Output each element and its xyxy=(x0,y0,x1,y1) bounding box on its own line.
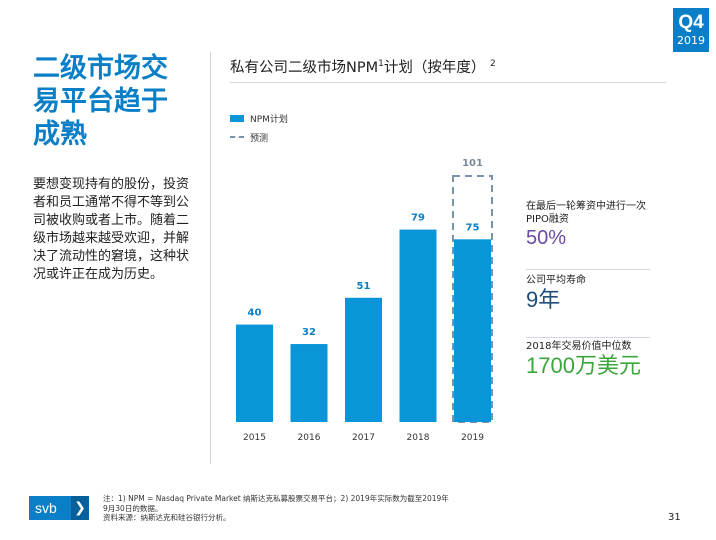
year-label: 2019 xyxy=(677,34,705,47)
x-tick-label: 2017 xyxy=(352,433,375,443)
bar-value-label: 75 xyxy=(466,222,480,233)
legend-label-forecast: 预测 xyxy=(250,133,269,144)
stat-value: 50% xyxy=(526,227,567,249)
legend-swatch-forecast xyxy=(230,136,244,138)
bar-value-label: 51 xyxy=(357,281,371,292)
chevron-right-icon: ❯ xyxy=(71,496,89,520)
bar-2015 xyxy=(236,324,273,422)
chart-title-sup2: 2 xyxy=(489,59,496,70)
stat-item: 公司平均寿命 9年 xyxy=(526,274,650,338)
bar-value-label: 32 xyxy=(302,327,316,338)
x-tick-label: 2015 xyxy=(243,433,266,443)
chart-title-suffix: 计划（按年度） xyxy=(383,60,486,76)
svb-logo: svb ❯ xyxy=(29,496,89,520)
bar-2016 xyxy=(290,344,328,422)
stat-value: 9年 xyxy=(526,287,561,312)
chart-title-prefix: 私有公司二级市场NPM xyxy=(230,60,379,76)
footnote: 注：1) NPM = Nasdaq Private Market 纳斯达克私募股… xyxy=(103,494,483,523)
chart-legend: NPM计划 预测 xyxy=(230,110,288,148)
x-tick-label: 2016 xyxy=(298,433,321,443)
forecast-value-label: 101 xyxy=(462,158,483,169)
stat-label: 在最后一轮筹资中进行一次PIPO融资 xyxy=(526,201,646,225)
headline: 二级市场交易平台趋于成熟 xyxy=(33,53,168,150)
bar-value-label: 40 xyxy=(248,308,262,319)
x-tick-label: 2019 xyxy=(461,433,484,443)
chart-title-sup1: 1 xyxy=(378,59,384,70)
footnote-line-1: 注：1) NPM = Nasdaq Private Market 纳斯达克私募股… xyxy=(103,494,449,503)
legend-swatch-actual xyxy=(230,114,244,122)
stat-label: 公司平均寿命 xyxy=(526,275,586,286)
bar-2018 xyxy=(399,229,437,422)
stat-value: 1700万美元 xyxy=(526,353,641,378)
chart-title: 私有公司二级市场NPM1计划（按年度） 2 xyxy=(230,56,496,77)
legend-label-actual: NPM计划 xyxy=(250,114,288,125)
footnote-line-2: 9月30日的数据。 xyxy=(103,503,163,513)
stat-item: 在最后一轮筹资中进行一次PIPO融资 50% xyxy=(526,200,650,270)
footnote-line-3: 资料来源：纳斯达克和硅谷银行分析。 xyxy=(103,513,231,522)
title-rule xyxy=(230,82,666,83)
legend-item-forecast: 预测 xyxy=(230,129,288,145)
bar-value-label: 79 xyxy=(411,213,425,224)
bar-2019 xyxy=(454,239,491,422)
bar-2017 xyxy=(345,297,382,422)
stat-item: 2018年交易价值中位数 1700万美元 xyxy=(526,340,666,390)
stat-label: 2018年交易价值中位数 xyxy=(526,341,632,352)
quarter-badge: Q4 2019 xyxy=(673,8,709,52)
svb-logo-text: svb xyxy=(35,500,57,516)
legend-item-actual: NPM计划 xyxy=(230,110,288,126)
vertical-divider xyxy=(210,52,211,464)
x-tick-label: 2018 xyxy=(407,433,430,443)
page-number: 31 xyxy=(668,512,681,523)
quarter-label: Q4 xyxy=(678,12,704,33)
body-text: 要想变现持有的股份，投资者和员工通常不得不等到公司被收购或者上市。随着二级市场越… xyxy=(33,177,190,282)
